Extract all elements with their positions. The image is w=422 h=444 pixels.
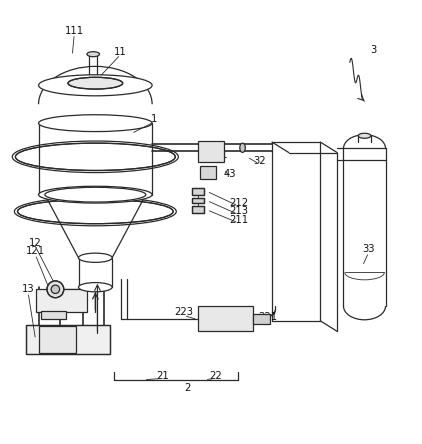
Bar bbox=[192, 206, 204, 213]
Text: 1: 1 bbox=[151, 114, 157, 124]
Text: 33: 33 bbox=[362, 244, 375, 254]
Ellipse shape bbox=[38, 186, 152, 203]
Text: 43: 43 bbox=[224, 169, 236, 178]
Bar bbox=[38, 326, 76, 353]
Bar bbox=[36, 289, 87, 313]
Ellipse shape bbox=[38, 75, 152, 96]
Text: 222: 222 bbox=[220, 309, 240, 320]
Text: 31: 31 bbox=[215, 150, 228, 160]
Text: 212: 212 bbox=[229, 198, 248, 208]
Bar bbox=[192, 188, 204, 194]
Text: 221: 221 bbox=[258, 312, 277, 321]
Ellipse shape bbox=[78, 253, 112, 262]
Text: 4: 4 bbox=[202, 146, 208, 155]
Ellipse shape bbox=[18, 199, 173, 224]
Ellipse shape bbox=[240, 143, 245, 152]
Bar bbox=[192, 198, 204, 203]
Text: 223: 223 bbox=[174, 307, 193, 317]
Text: 21: 21 bbox=[156, 371, 169, 381]
Bar bbox=[253, 314, 270, 324]
Ellipse shape bbox=[87, 52, 100, 57]
Bar bbox=[198, 306, 253, 331]
Bar bbox=[41, 311, 66, 319]
Bar bbox=[192, 206, 204, 213]
Text: 32: 32 bbox=[253, 156, 266, 166]
Bar bbox=[198, 141, 224, 162]
Ellipse shape bbox=[16, 143, 175, 170]
Bar bbox=[26, 325, 110, 354]
Ellipse shape bbox=[78, 282, 112, 292]
Ellipse shape bbox=[68, 77, 123, 89]
Bar bbox=[192, 198, 204, 203]
Ellipse shape bbox=[45, 187, 146, 202]
Text: 11: 11 bbox=[114, 47, 127, 57]
Text: 2: 2 bbox=[185, 383, 191, 393]
Text: 211: 211 bbox=[229, 215, 248, 225]
Text: 22: 22 bbox=[209, 371, 222, 381]
Text: 121: 121 bbox=[26, 246, 45, 257]
Ellipse shape bbox=[51, 285, 60, 293]
Text: 3: 3 bbox=[370, 44, 376, 55]
Text: 13: 13 bbox=[22, 284, 34, 294]
Ellipse shape bbox=[38, 115, 152, 131]
Text: 213: 213 bbox=[229, 206, 248, 217]
Bar bbox=[26, 325, 110, 354]
Bar bbox=[200, 166, 216, 178]
Text: 12: 12 bbox=[29, 238, 41, 248]
Text: 111: 111 bbox=[65, 26, 84, 36]
Ellipse shape bbox=[47, 281, 64, 298]
Bar bbox=[192, 188, 204, 194]
Ellipse shape bbox=[358, 133, 371, 138]
